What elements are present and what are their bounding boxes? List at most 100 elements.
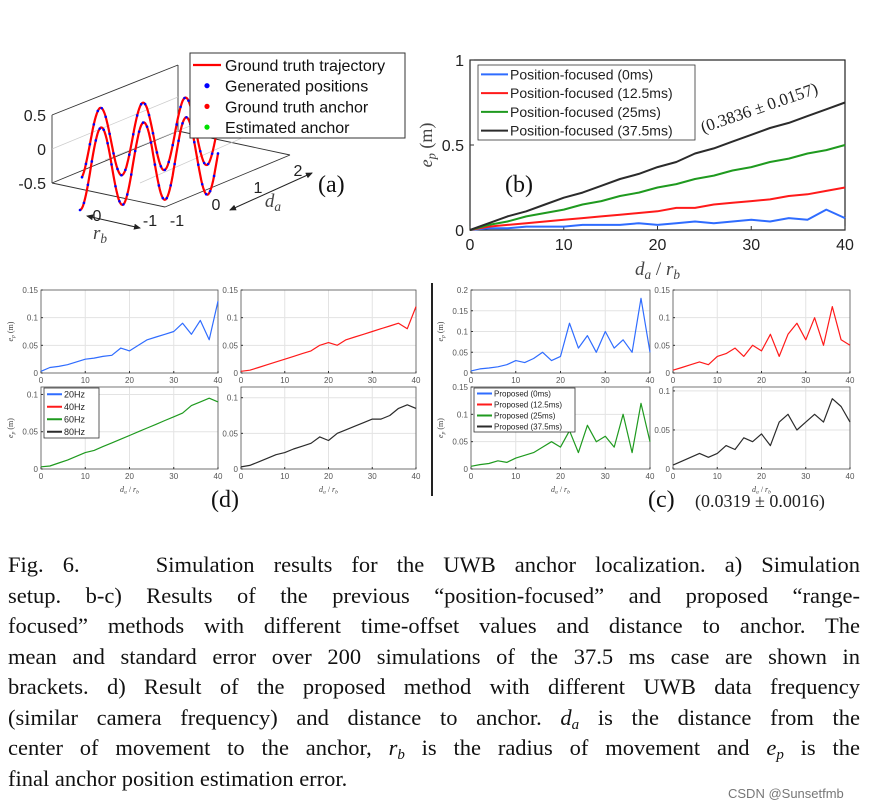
y-axis-label-part: p: [11, 431, 17, 435]
x-tick-label: 20: [556, 376, 565, 385]
da-tick-label: -1: [170, 213, 184, 230]
y-tick-label: 0.15: [654, 286, 670, 295]
y-tick-label: 0: [464, 369, 469, 378]
figure-caption: Fig. 6. Simulation results for the UWB a…: [8, 550, 860, 794]
axis-edge: [51, 64, 179, 116]
legend-box: [43, 387, 100, 439]
x-axis-label-part: /: [326, 485, 332, 494]
caption-line: brackets. d) Result of the proposed meth…: [8, 672, 860, 703]
y-axis-label: ep (m): [416, 123, 439, 168]
x-tick-label: 0: [39, 472, 44, 481]
y-axis-label: ep (m): [436, 321, 447, 341]
caption-text: final anchor position estimation error.: [8, 765, 348, 791]
y-tick-label: 0.05: [654, 426, 670, 435]
legend-entry: Estimated anchor: [225, 120, 350, 137]
caption-text: center of movement to the anchor,: [8, 735, 389, 760]
generated-position-dot: [157, 184, 161, 187]
da-axis-arrow: [229, 172, 313, 211]
generated-position-dot: [122, 203, 125, 206]
y-axis-label-part: (m): [416, 123, 437, 154]
grid-line: [51, 96, 179, 150]
caption-math: a: [571, 716, 580, 733]
legend-entry: 20Hz: [64, 389, 86, 399]
y-tick-label: 0: [455, 223, 464, 240]
da-tick-label: 2: [294, 163, 303, 180]
series-line: [470, 402, 651, 467]
y-tick-label: 0.15: [22, 286, 38, 295]
generated-position-dot: [135, 114, 139, 117]
y-tick-label: 0: [464, 465, 469, 474]
generated-position-dot: [118, 200, 121, 203]
generated-position-dot: [129, 173, 133, 176]
y-tick-label: 0.05: [22, 428, 38, 437]
y-tick-label: 0: [666, 465, 671, 474]
legend-entry: Proposed (12.5ms): [494, 400, 562, 409]
chart-c2: 0 10 20 30 40 0 0.05 0.1 0.15: [654, 286, 855, 385]
generated-position-dot: [88, 142, 92, 146]
y-axis-label-part: p: [441, 335, 447, 339]
x-tick-label: 30: [801, 472, 810, 481]
generated-position-dot: [147, 113, 151, 117]
y-axis-label-part: (m): [436, 418, 445, 432]
y-tick-label: 0.1: [457, 410, 469, 419]
x-tick-label: 40: [846, 472, 855, 481]
generated-position-dot: [155, 151, 159, 154]
generated-position-dot: [173, 162, 176, 166]
y-tick-label: 0: [666, 369, 671, 378]
y-axis-label-part: (m): [436, 321, 445, 335]
x-axis-label-part: /: [558, 485, 564, 494]
x-axis-label-part: b: [136, 490, 139, 496]
panel-label-d: (d): [211, 487, 239, 513]
caption-math: d: [560, 704, 572, 730]
x-tick-label: 20: [757, 376, 766, 385]
generated-position-dot: [167, 160, 171, 164]
y-tick-label: 0.15: [222, 286, 238, 295]
legend-entry: Proposed (37.5ms): [494, 422, 562, 431]
x-axis-label-part: r: [666, 259, 674, 280]
legend-entry: Generated positions: [225, 79, 368, 96]
generated-position-dot: [181, 122, 184, 125]
x-axis-label-part: a: [323, 490, 326, 496]
chart-d2: 0 10 20 30 40 0 0.05 0.1 0.15: [222, 286, 421, 385]
caption-line: setup. b-c) Results of the previous “pos…: [8, 581, 860, 612]
legend-entry: Proposed (0ms): [494, 389, 551, 398]
x-tick-label: 40: [646, 472, 655, 481]
y-tick-label: 0.15: [452, 307, 468, 316]
generated-position-dot: [169, 184, 172, 187]
generated-position-dot: [206, 162, 210, 166]
chart-d4: 0 10 20 30 40 0 0.05 0.1 da / rb: [222, 386, 421, 496]
legend-entry: Ground truth anchor: [225, 99, 369, 116]
legend-swatch: [204, 124, 210, 130]
x-axis-label-part: b: [673, 267, 680, 282]
annotation-c: (0.0319 ± 0.0016): [695, 491, 825, 512]
generated-position-dot: [159, 164, 163, 168]
legend-swatch: [204, 83, 210, 89]
legend: Position-focused (0ms) Position-focused (…: [477, 64, 696, 141]
caption-math: r: [388, 735, 398, 760]
chart-c1: 0 10 20 30 40 0 0.05 0.1 0.15 0.2 ep (m): [436, 286, 655, 385]
generated-position-dot: [80, 175, 84, 179]
x-axis-label: da / rb: [752, 485, 771, 496]
x-tick-label: 30: [601, 376, 610, 385]
panel-label-a: (a): [318, 172, 345, 198]
x-tick-label: 10: [81, 472, 90, 481]
panel-label-b: (b): [505, 172, 533, 198]
y-tick-label: 0.15: [452, 383, 468, 392]
y-tick-label: 0.5: [442, 138, 464, 155]
x-axis-label: da / rb: [319, 485, 338, 496]
y-axis-label-part: p: [441, 431, 447, 435]
x-axis-label-part: d: [635, 259, 645, 280]
axis-edge: [164, 154, 291, 208]
generated-position-dot: [131, 132, 135, 136]
y-axis-label-part: e: [416, 159, 436, 167]
generated-position-dot: [216, 152, 220, 155]
x-axis-label-part: a: [124, 490, 127, 496]
generated-position-dot: [193, 140, 196, 144]
caption-text: is the distance from the: [579, 704, 860, 730]
caption-line: final anchor position estimation error.: [8, 764, 860, 795]
y-tick-label: 0: [234, 369, 239, 378]
generated-position-dot: [116, 167, 119, 171]
y-axis-label-part: e: [6, 337, 15, 341]
y-tick-label: 0.05: [222, 429, 238, 438]
generated-position-dot: [78, 208, 82, 212]
